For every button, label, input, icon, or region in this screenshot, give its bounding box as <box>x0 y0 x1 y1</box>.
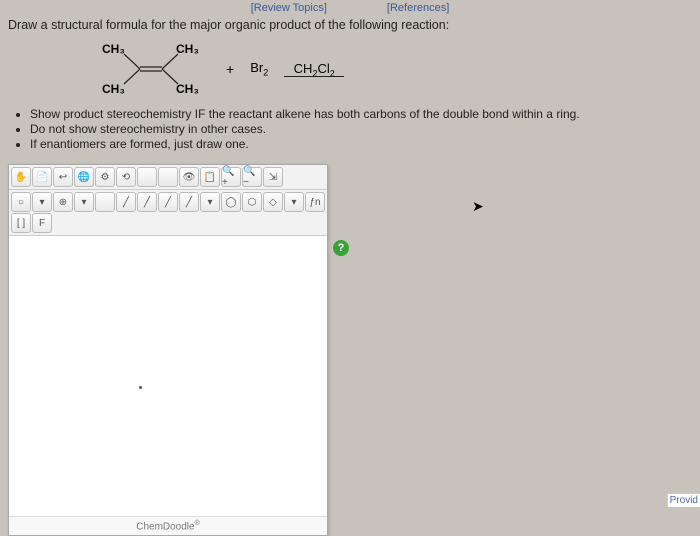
ch3-label-tr: CH₃ <box>176 42 199 56</box>
tool1-btn-11[interactable]: 🔍− <box>242 167 262 187</box>
review-topics-link[interactable]: [Review Topics] <box>251 2 327 14</box>
tool2-btn-2[interactable]: ⊕ <box>53 192 73 212</box>
toolbar-row-2: ○▾⊕▾╱╱╱╱▾◯⬡◇▾ƒn[ ]F <box>9 190 327 236</box>
tool2-btn-13[interactable]: ▾ <box>284 192 304 212</box>
ch3-label-br: CH₃ <box>176 82 199 96</box>
question-prompt: Draw a structural formula for the major … <box>0 16 700 38</box>
tool1-btn-12[interactable]: ⇲ <box>263 167 283 187</box>
mouse-cursor-icon: ➤ <box>472 198 484 215</box>
help-icon[interactable]: ? <box>333 240 349 256</box>
tool2-btn-14[interactable]: ƒn <box>305 192 325 212</box>
tool2-btn-10[interactable]: ◯ <box>221 192 241 212</box>
instruction-bullets: Show product stereochemistry IF the reac… <box>0 107 700 160</box>
tool1-btn-9[interactable]: 📋 <box>200 167 220 187</box>
tool1-btn-2[interactable]: ↩ <box>53 167 73 187</box>
bullet-3: If enantiomers are formed, just draw one… <box>30 137 692 151</box>
ch3-label-tl: CH₃ <box>102 42 125 56</box>
tool1-btn-1[interactable]: 📄 <box>32 167 52 187</box>
drawing-canvas[interactable]: ? <box>9 236 327 516</box>
canvas-seed-dot <box>139 386 142 389</box>
alkene-structure: CH₃ CH₃ CH₃ CH₃ <box>90 42 210 96</box>
tool1-btn-3[interactable]: 🌐 <box>74 167 94 187</box>
tool2-btn-12[interactable]: ◇ <box>263 192 283 212</box>
tool2-btn-5[interactable]: ╱ <box>116 192 136 212</box>
tool2-btn-4[interactable] <box>95 192 115 212</box>
chemdoodle-panel: ✋📄↩🌐⚙⟲👁📋🔍+🔍−⇲ ○▾⊕▾╱╱╱╱▾◯⬡◇▾ƒn[ ]F ? Chem… <box>8 164 328 536</box>
tool2-btn-1[interactable]: ▾ <box>32 192 52 212</box>
tool2-btn-7[interactable]: ╱ <box>158 192 178 212</box>
tool2-btn-8[interactable]: ╱ <box>179 192 199 212</box>
plus-sign: + <box>226 61 234 77</box>
tool1-btn-8[interactable]: 👁 <box>179 167 199 187</box>
reaction-arrow: CH2Cl2 <box>284 61 344 78</box>
chemdoodle-footer: ChemDoodle® <box>9 516 327 535</box>
tool2-btn-15[interactable]: [ ] <box>11 213 31 233</box>
tool1-btn-10[interactable]: 🔍+ <box>221 167 241 187</box>
reagent-br2: Br2 <box>250 60 268 78</box>
bullet-1: Show product stereochemistry IF the reac… <box>30 107 692 121</box>
references-link[interactable]: [References] <box>387 2 449 14</box>
feedback-chip[interactable]: Provid <box>667 493 700 507</box>
tool2-btn-9[interactable]: ▾ <box>200 192 220 212</box>
bullet-2: Do not show stereochemistry in other cas… <box>30 122 692 136</box>
tool2-btn-11[interactable]: ⬡ <box>242 192 262 212</box>
tool1-btn-6[interactable] <box>137 167 157 187</box>
tool2-btn-16[interactable]: F <box>32 213 52 233</box>
ch3-label-bl: CH₃ <box>102 82 125 96</box>
reaction-equation: CH₃ CH₃ CH₃ CH₃ + Br2 CH2Cl2 <box>0 38 700 106</box>
tool1-btn-5[interactable]: ⟲ <box>116 167 136 187</box>
tool2-btn-6[interactable]: ╱ <box>137 192 157 212</box>
tool2-btn-0[interactable]: ○ <box>11 192 31 212</box>
tool2-btn-3[interactable]: ▾ <box>74 192 94 212</box>
tool1-btn-4[interactable]: ⚙ <box>95 167 115 187</box>
tool1-btn-7[interactable] <box>158 167 178 187</box>
toolbar-row-1: ✋📄↩🌐⚙⟲ 👁📋🔍+🔍−⇲ <box>9 165 327 190</box>
top-links: [Review Topics] [References] <box>0 0 700 16</box>
tool1-btn-0[interactable]: ✋ <box>11 167 31 187</box>
